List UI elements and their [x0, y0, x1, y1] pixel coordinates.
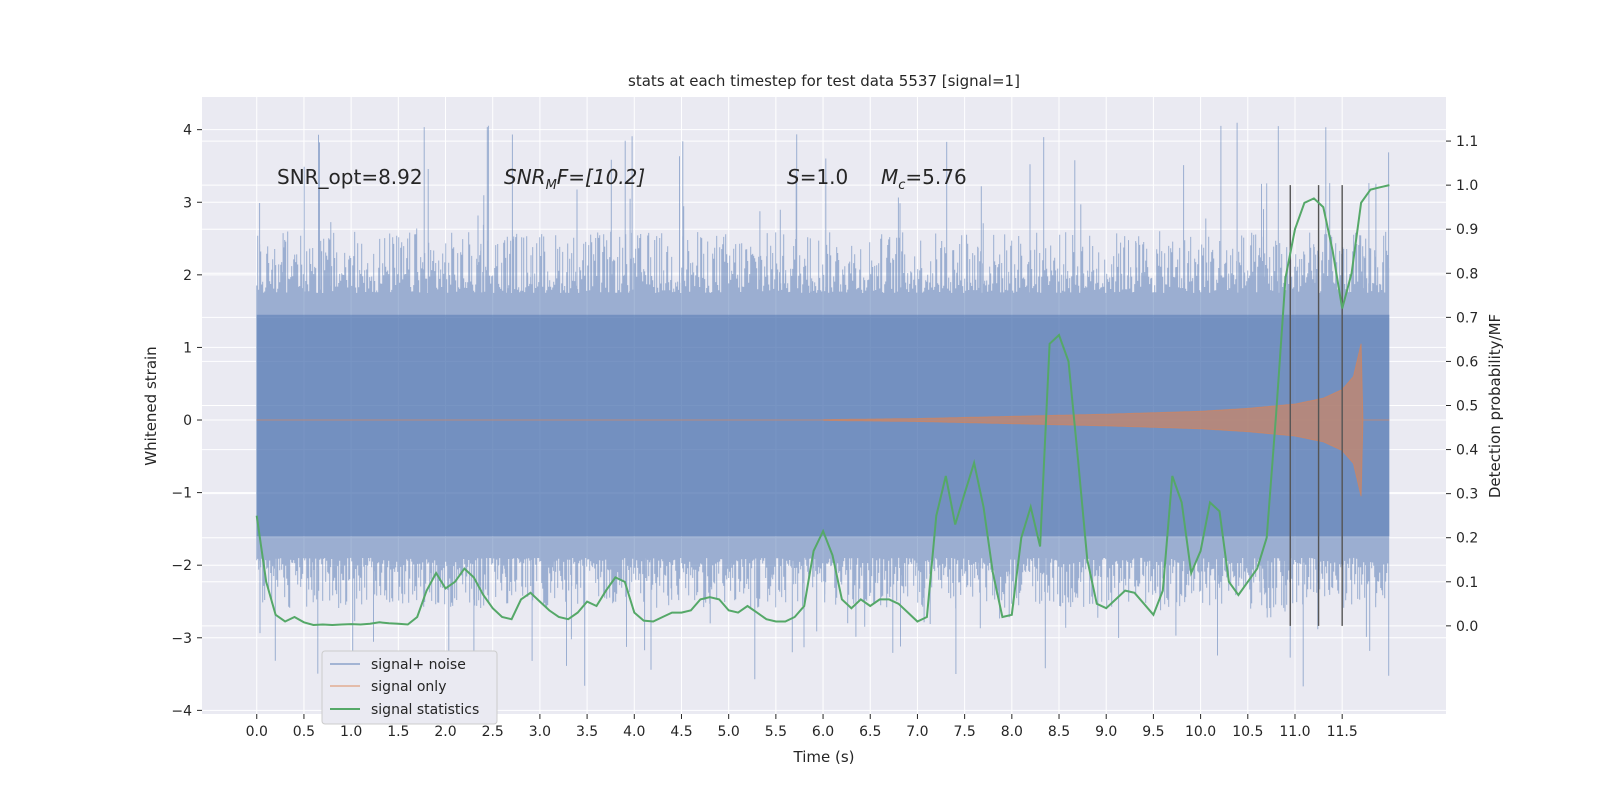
y-tick-label: −2 — [171, 558, 192, 574]
legend-label-signal-statistics: signal statistics — [371, 702, 479, 718]
x-tick-label: 5.0 — [718, 724, 740, 740]
y-axis-right-ticks: 1.1 1.0 0.9 0.8 0.7 0.6 0.5 0.4 0.3 0.2 0.1 0.0 — [1446, 134, 1478, 635]
x-tick-label: 0.0 — [246, 724, 268, 740]
annotation-s-value: =1.0 — [800, 165, 849, 189]
y-axis-label: Whitened strain — [142, 346, 160, 465]
x-tick-label: 9.5 — [1142, 724, 1164, 740]
x-tick-label: 11.5 — [1327, 724, 1358, 740]
y-axis-ticks: 4 3 2 1 0 −1 −2 −3 −4 — [171, 123, 202, 719]
legend-label-signal-only: signal only — [371, 679, 446, 695]
y-right-tick-label: 0.4 — [1456, 443, 1478, 459]
y-right-tick-label: 0.6 — [1456, 354, 1478, 370]
chirp-envelope — [256, 343, 1390, 497]
y-tick-label: 4 — [183, 123, 192, 139]
x-tick-label: 1.0 — [340, 724, 362, 740]
annotation-snr-mf: SNRMF=[10.2] — [504, 165, 645, 193]
annotation-s-symbol: S — [787, 165, 800, 189]
annotation-mc-value: =5.76 — [905, 165, 966, 189]
y-right-tick-label: 0.7 — [1456, 310, 1478, 326]
annotation-s: S=1.0 — [787, 165, 848, 189]
vertical-markers — [1289, 185, 1343, 626]
x-tick-label: 4.5 — [670, 724, 692, 740]
y-right-tick-label: 0.8 — [1456, 266, 1478, 282]
x-tick-label: 10.0 — [1185, 724, 1216, 740]
x-tick-label: 7.5 — [954, 724, 976, 740]
chart-title: stats at each timestep for test data 553… — [628, 72, 1020, 90]
x-tick-label: 4.0 — [623, 724, 645, 740]
legend-label-signal-noise: signal+ noise — [371, 657, 466, 673]
x-tick-label: 7.0 — [906, 724, 928, 740]
y-right-tick-label: 0.1 — [1456, 575, 1478, 591]
y-tick-label: −3 — [171, 631, 192, 647]
x-axis-ticks: 0.0 0.5 1.0 1.5 2.0 2.5 3.0 3.5 4.0 4.5 5.0 5.5 6.0 6… — [246, 714, 1358, 740]
x-axis-label: Time (s) — [793, 748, 855, 766]
y-tick-label: −1 — [171, 486, 192, 502]
series-signal-statistics — [255, 184, 1390, 627]
annotation-mc-subscript: c — [898, 178, 905, 193]
x-tick-label: 6.5 — [859, 724, 881, 740]
x-tick-label: 0.5 — [293, 724, 315, 740]
series-signal-only — [256, 343, 1390, 497]
y-axis-right-label: Detection probability/MF — [1486, 314, 1504, 498]
y-right-tick-label: 0.3 — [1456, 487, 1478, 503]
x-tick-label: 1.5 — [387, 724, 409, 740]
y-tick-label: 0 — [183, 413, 192, 429]
legend-box — [321, 650, 498, 725]
annotation-mc: Mc=5.76 — [881, 165, 967, 193]
annotation-snr-mf-subscript: M — [546, 178, 557, 193]
annotation-snr-mf-symbol: SNR — [504, 165, 546, 189]
y-right-tick-label: 0.2 — [1456, 531, 1478, 547]
x-tick-label: 9.0 — [1095, 724, 1117, 740]
y-right-tick-label: 0.0 — [1456, 619, 1478, 635]
legend: signal+ noise signal only signal statist… — [321, 650, 498, 725]
annotation-snr-opt: SNR_opt=8.92 — [277, 165, 423, 189]
x-tick-label: 6.0 — [812, 724, 834, 740]
statistics-line — [255, 184, 1390, 627]
annotation-mc-symbol: M — [881, 165, 898, 189]
x-tick-label: 10.5 — [1232, 724, 1263, 740]
y-tick-label: 2 — [183, 268, 192, 284]
x-tick-label: 2.5 — [482, 724, 504, 740]
x-tick-label: 2.0 — [434, 724, 456, 740]
x-tick-label: 3.0 — [529, 724, 551, 740]
x-tick-label: 8.0 — [1001, 724, 1023, 740]
x-tick-label: 3.5 — [576, 724, 598, 740]
x-tick-label: 5.5 — [765, 724, 787, 740]
y-right-tick-label: 0.5 — [1456, 399, 1478, 415]
x-tick-label: 11.0 — [1279, 724, 1310, 740]
y-right-tick-label: 0.9 — [1456, 222, 1478, 238]
y-right-tick-label: 1.1 — [1456, 134, 1478, 150]
y-tick-label: −4 — [171, 703, 192, 719]
y-tick-label: 3 — [183, 195, 192, 211]
y-tick-label: 1 — [183, 340, 192, 356]
annotation-snr-mf-value: F=[10.2] — [557, 165, 645, 189]
x-tick-label: 8.5 — [1048, 724, 1070, 740]
y-right-tick-label: 1.0 — [1456, 178, 1478, 194]
